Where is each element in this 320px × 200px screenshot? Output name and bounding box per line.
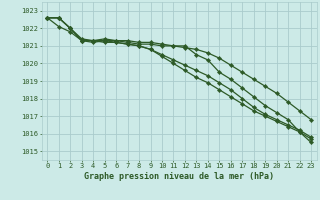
X-axis label: Graphe pression niveau de la mer (hPa): Graphe pression niveau de la mer (hPa) <box>84 172 274 181</box>
